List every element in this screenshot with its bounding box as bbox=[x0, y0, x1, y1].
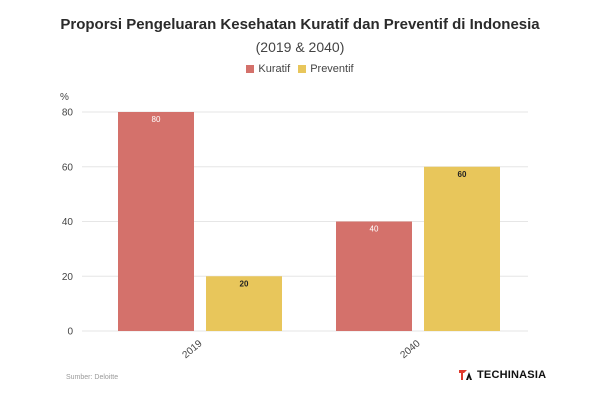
legend: Kuratif Preventif bbox=[0, 63, 600, 75]
data-label-kuratif-2040: 40 bbox=[370, 225, 379, 234]
legend-label-preventif: Preventif bbox=[310, 63, 354, 75]
brand-logo: TECHINASIA bbox=[458, 369, 546, 381]
x-tick-label: 2040 bbox=[399, 338, 423, 361]
x-tick-label: 2019 bbox=[181, 338, 205, 361]
legend-swatch-kuratif bbox=[246, 65, 255, 73]
y-axis-unit-label: % bbox=[60, 92, 69, 103]
techinasia-logo-icon bbox=[459, 370, 472, 380]
data-label-preventif-2040: 60 bbox=[458, 170, 467, 179]
legend-item-preventif: Preventif bbox=[298, 63, 354, 75]
legend-swatch-preventif bbox=[298, 65, 307, 73]
brand-name: TECHINASIA bbox=[477, 369, 547, 381]
y-tick-label: 40 bbox=[62, 217, 74, 228]
bar-kuratif-2019 bbox=[118, 112, 194, 331]
data-label-preventif-2019: 20 bbox=[240, 279, 249, 288]
legend-label-kuratif: Kuratif bbox=[258, 63, 291, 75]
chart-title: Proporsi Pengeluaran Kesehatan Kuratif d… bbox=[60, 16, 540, 33]
data-label-kuratif-2019: 80 bbox=[152, 115, 161, 124]
legend-item-kuratif: Kuratif bbox=[246, 63, 290, 75]
source-note: Sumber: Deloitte bbox=[66, 374, 119, 381]
y-tick-label: 20 bbox=[62, 272, 74, 283]
chart-subtitle: (2019 & 2040) bbox=[255, 39, 345, 55]
y-tick-label: 80 bbox=[62, 108, 74, 119]
y-tick-label: 60 bbox=[62, 162, 74, 173]
bar-kuratif-2040 bbox=[336, 221, 412, 331]
y-tick-label: 0 bbox=[67, 327, 73, 338]
bar-preventif-2019 bbox=[206, 276, 282, 331]
bar-preventif-2040 bbox=[424, 166, 500, 331]
